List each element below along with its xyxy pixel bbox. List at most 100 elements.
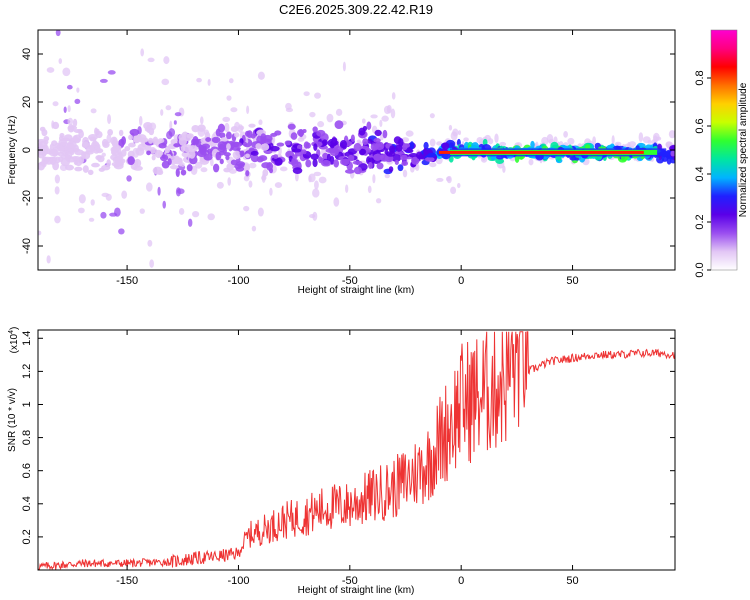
heatmap-noise-cell bbox=[228, 78, 234, 84]
heatmap-noise-cell bbox=[448, 124, 453, 131]
colorbar-label: Normalized spectral amplitude bbox=[738, 82, 749, 217]
heatmap-noise-cell bbox=[274, 182, 283, 189]
heatmap-noise-cell bbox=[446, 175, 452, 184]
heatmap-ridge-cell bbox=[403, 143, 411, 148]
heatmap-noise-cell bbox=[642, 136, 651, 144]
heatmap-ridge-cell bbox=[58, 145, 65, 154]
heatmap-noise-cell bbox=[476, 136, 484, 144]
heatmap-noise-cell bbox=[285, 107, 294, 113]
heatmap-noise-cell bbox=[450, 186, 457, 195]
heatmap-noise-cell bbox=[54, 174, 61, 184]
heatmap-noise-cell bbox=[541, 136, 549, 146]
heatmap-ridge-cell bbox=[248, 123, 256, 128]
heatmap-ridge-cell bbox=[569, 155, 577, 161]
snr-y-tick-label: 0.6 bbox=[21, 463, 33, 478]
heatmap-ridge-cell bbox=[262, 169, 269, 177]
heatmap-ridge-cell bbox=[91, 162, 100, 168]
snr-multiplier: (x104) bbox=[8, 327, 20, 354]
heatmap-ridge-cell bbox=[368, 161, 373, 169]
heatmap-noise-cell bbox=[55, 30, 61, 37]
heatmap-ridge-cell bbox=[320, 159, 331, 167]
heatmap-noise-cell bbox=[196, 77, 202, 83]
heatmap-ridge-cell bbox=[297, 129, 305, 137]
heatmap-ridge-cell bbox=[178, 137, 187, 146]
colorbar-tick-label: 0.4 bbox=[694, 166, 706, 181]
heatmap-ridge-cell bbox=[260, 143, 270, 151]
heatmap-ridge-cell bbox=[60, 154, 70, 160]
heatmap-ridge-cell bbox=[250, 150, 259, 156]
heatmap-ridge-cell bbox=[584, 144, 591, 150]
heatmap-noise-cell bbox=[52, 101, 59, 107]
heatmap-noise-cell bbox=[157, 186, 161, 196]
heatmap-noise-cell bbox=[314, 92, 321, 99]
heatmap-ridge-cell bbox=[211, 136, 221, 144]
heatmap-ridge-cell bbox=[250, 133, 256, 139]
heatmap-ridge-cell bbox=[215, 151, 222, 161]
heatmap-ridge-cell bbox=[235, 166, 245, 172]
heatmap-noise-cell bbox=[494, 133, 499, 143]
heatmap-ridge-cell bbox=[276, 142, 285, 147]
heatmap-noise-cell bbox=[118, 228, 125, 235]
heatmap-ridge-cell bbox=[376, 162, 384, 170]
heatmap-noise-cell bbox=[401, 137, 410, 143]
heatmap-ridge-cell bbox=[232, 150, 241, 160]
heatmap-noise-cell bbox=[457, 183, 461, 189]
heatmap-noise-cell bbox=[224, 122, 230, 133]
heatmap-ridge-cell bbox=[54, 142, 61, 149]
heatmap-ridge-cell bbox=[340, 158, 350, 166]
snr-x-tick-label: -150 bbox=[116, 575, 138, 587]
snr-x-label: Height of straight line (km) bbox=[298, 585, 415, 596]
colorbar-gradient bbox=[711, 30, 737, 270]
heatmap-ridge-cell bbox=[81, 151, 87, 159]
heatmap-ridge-cell bbox=[292, 167, 303, 175]
heatmap-noise-cell bbox=[312, 211, 318, 221]
heatmap-ridge-cell bbox=[339, 139, 348, 149]
heatmap-noise-cell bbox=[62, 67, 71, 77]
heatmap-noise-cell bbox=[294, 172, 299, 182]
spectrogram-x-tick-label: -100 bbox=[227, 275, 249, 287]
heatmap-ridge-cell bbox=[41, 129, 48, 137]
heatmap-noise-cell bbox=[390, 108, 396, 119]
spectrogram-x-tick-label: -150 bbox=[116, 275, 138, 287]
heatmap-ridge-cell bbox=[230, 159, 238, 166]
heatmap-noise-cell bbox=[140, 48, 145, 57]
spectrogram-y-tick-label: 40 bbox=[21, 48, 33, 60]
heatmap-noise-cell bbox=[67, 105, 71, 113]
heatmap-ridge-cell bbox=[215, 128, 221, 137]
heatmap-noise-cell bbox=[90, 199, 95, 206]
heatmap-noise-cell bbox=[207, 78, 211, 86]
heatmap-ridge-cell bbox=[43, 140, 49, 145]
heatmap-ridge-cell bbox=[305, 159, 312, 168]
heatmap-noise-cell bbox=[638, 132, 644, 142]
heatmap-noise-cell bbox=[169, 120, 173, 131]
heatmap-noise-cell bbox=[192, 210, 200, 218]
heatmap-ridge-cell bbox=[301, 149, 307, 155]
heatmap-ridge-cell bbox=[159, 154, 169, 162]
heatmap-ridge-cell bbox=[180, 169, 187, 176]
heatmap-ridge-cell bbox=[471, 142, 479, 150]
heatmap-ridge-cell bbox=[382, 129, 388, 139]
heatmap-noise-cell bbox=[312, 188, 320, 198]
heatmap-ridge-cell bbox=[191, 124, 200, 133]
heatmap-ridge-cell bbox=[407, 148, 414, 153]
heatmap-noise-cell bbox=[248, 162, 257, 169]
spectrogram-y-tick-label: 0 bbox=[21, 147, 33, 153]
heatmap-noise-cell bbox=[200, 167, 208, 173]
snr-y-label: SNR (10 * v/v) bbox=[7, 388, 18, 452]
heatmap-ridge-cell bbox=[219, 132, 226, 139]
snr-y-axis: 0.2 0.4 0.6 0.8 1 1.2 1.4 bbox=[21, 331, 675, 545]
heatmap-ridge-cell bbox=[230, 125, 239, 133]
heatmap-ridge-cell bbox=[290, 132, 298, 140]
heatmap-ridge-cell bbox=[367, 157, 376, 164]
heatmap-ridge-cell bbox=[334, 120, 344, 130]
heatmap-noise-cell bbox=[160, 109, 164, 116]
heatmap-noise-cell bbox=[227, 177, 232, 186]
heatmap-noise-cell bbox=[317, 121, 325, 128]
heatmap-ridge-cell bbox=[242, 141, 248, 147]
colorbar-ticks: 0.0 0.2 0.4 0.6 0.8 bbox=[694, 70, 711, 278]
heatmap-ridge-cell bbox=[269, 145, 280, 152]
heatmap-noise-cell bbox=[402, 169, 408, 178]
heatmap-ridge-cell bbox=[178, 157, 183, 167]
heatmap-ridge-cell bbox=[350, 134, 355, 143]
heatmap-ridge-cell bbox=[144, 127, 151, 132]
